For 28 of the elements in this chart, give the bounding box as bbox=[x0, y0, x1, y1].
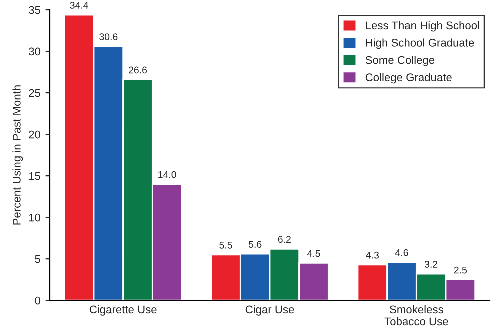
y-tick-label: 0 bbox=[35, 296, 41, 305]
y-tick-label: 30 bbox=[29, 48, 41, 56]
legend-label: High School Graduate bbox=[366, 38, 474, 50]
data-label: 3.2 bbox=[424, 261, 438, 268]
x-tick-label: Cigar Use bbox=[246, 305, 294, 316]
data-label: 14.0 bbox=[158, 171, 176, 178]
y-axis-title: Percent Using in Past Month bbox=[12, 86, 24, 225]
data-label: 4.5 bbox=[307, 250, 320, 258]
data-label: 4.3 bbox=[366, 252, 379, 259]
legend-label: Less Than High School bbox=[366, 21, 480, 32]
y-tick-label: 10 bbox=[29, 214, 41, 222]
y-tick-label: 20 bbox=[29, 130, 41, 139]
y-tick-label: 15 bbox=[29, 172, 41, 180]
legend-label: College Graduate bbox=[366, 73, 452, 84]
data-label: 5.5 bbox=[220, 242, 232, 249]
y-tick-label: 35 bbox=[29, 6, 41, 14]
data-label: 26.6 bbox=[129, 66, 148, 74]
data-label: 6.2 bbox=[278, 236, 291, 244]
legend-label: Some College bbox=[366, 56, 435, 66]
x-tick-label: Smokeless Tobacco Use bbox=[384, 305, 448, 326]
x-tick-label: Cigarette Use bbox=[90, 305, 157, 316]
data-label: 30.6 bbox=[100, 34, 118, 40]
data-label: 34.4 bbox=[70, 2, 89, 9]
data-label: 2.5 bbox=[454, 266, 468, 274]
y-tick-label: 25 bbox=[29, 89, 41, 98]
data-label: 4.6 bbox=[395, 249, 408, 256]
y-tick-label: 5 bbox=[35, 255, 41, 264]
data-label: 5.6 bbox=[248, 241, 262, 248]
